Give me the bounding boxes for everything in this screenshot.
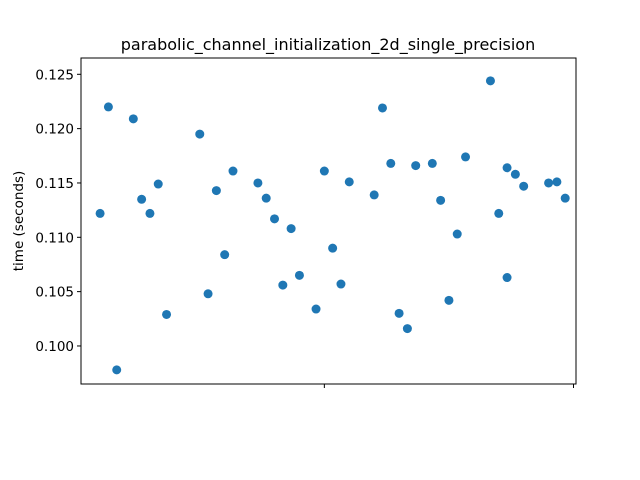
data-point bbox=[444, 295, 454, 305]
data-point bbox=[436, 195, 446, 205]
data-point bbox=[145, 208, 155, 218]
chart-title: parabolic_channel_initialization_2d_sing… bbox=[121, 35, 535, 55]
y-tick-label: 0.110 bbox=[35, 230, 74, 246]
data-point bbox=[195, 129, 205, 139]
data-points bbox=[95, 76, 570, 375]
data-point bbox=[103, 102, 113, 112]
y-tick-label: 0.120 bbox=[35, 122, 74, 138]
data-point bbox=[294, 270, 304, 280]
data-point bbox=[494, 208, 504, 218]
data-point bbox=[560, 193, 570, 203]
data-point bbox=[137, 194, 147, 204]
data-point bbox=[95, 208, 105, 218]
data-point bbox=[411, 161, 421, 171]
data-point bbox=[328, 243, 338, 253]
data-point bbox=[386, 158, 396, 168]
data-point bbox=[344, 177, 354, 187]
data-point bbox=[253, 178, 263, 188]
data-point bbox=[211, 186, 221, 196]
data-point bbox=[153, 179, 163, 189]
data-point bbox=[261, 193, 271, 203]
data-point bbox=[519, 181, 529, 191]
y-tick-label: 0.100 bbox=[35, 339, 74, 355]
data-point bbox=[311, 304, 321, 314]
data-point bbox=[270, 214, 280, 224]
data-point bbox=[552, 177, 562, 187]
data-point bbox=[510, 169, 520, 179]
y-tick-label: 0.125 bbox=[35, 67, 74, 83]
data-point bbox=[461, 152, 471, 162]
data-point bbox=[452, 229, 462, 239]
data-point bbox=[336, 279, 346, 289]
data-point bbox=[162, 309, 172, 319]
y-tick-label: 0.115 bbox=[35, 176, 74, 192]
data-point bbox=[128, 114, 138, 124]
data-point bbox=[502, 163, 512, 173]
data-point bbox=[377, 103, 387, 113]
data-point bbox=[427, 158, 437, 168]
data-point bbox=[220, 250, 230, 260]
data-point bbox=[485, 76, 495, 86]
data-point bbox=[502, 273, 512, 283]
data-point bbox=[402, 324, 412, 334]
data-point bbox=[203, 289, 213, 299]
y-axis-label: time (seconds) bbox=[11, 171, 27, 272]
data-point bbox=[394, 308, 404, 318]
data-point bbox=[544, 178, 554, 188]
data-point bbox=[286, 224, 296, 234]
plot-frame bbox=[80, 57, 577, 385]
data-point bbox=[278, 280, 288, 290]
y-tick-label: 0.105 bbox=[35, 285, 74, 301]
data-point bbox=[369, 190, 379, 200]
data-point bbox=[319, 166, 329, 176]
data-point bbox=[112, 365, 122, 375]
data-point bbox=[228, 166, 238, 176]
axis-ticks: 0.100 0.105 0.110 0.115 0.120 0.125 bbox=[35, 67, 575, 388]
